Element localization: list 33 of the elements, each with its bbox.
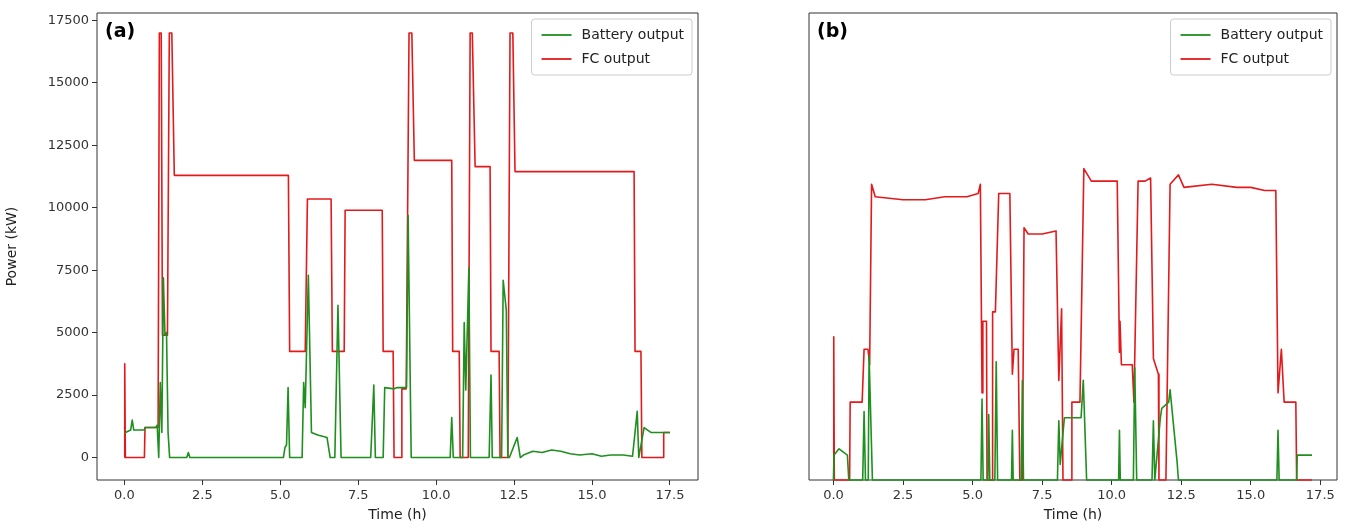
x-tick-label: 7.5 — [347, 487, 369, 503]
x-tick-label: 17.5 — [655, 487, 685, 503]
x-tick-label: 12.5 — [499, 487, 529, 503]
chart-title: (a) — [105, 19, 136, 42]
legend-label: FC output — [1220, 49, 1290, 66]
chart-title: (b) — [817, 19, 848, 42]
y-axis-title: Power (kW) — [3, 206, 20, 287]
y-tick-label: 10000 — [47, 199, 89, 215]
x-tick-label: 17.5 — [1305, 487, 1335, 503]
x-axis-title: Time (h) — [367, 506, 427, 523]
x-tick-label: 7.5 — [1031, 487, 1053, 503]
x-tick-label: 10.0 — [1097, 487, 1127, 503]
legend-label: FC output — [581, 49, 651, 66]
x-axis-title: Time (h) — [1042, 506, 1103, 523]
y-tick-label: 7500 — [55, 261, 89, 277]
x-tick-label: 2.5 — [192, 487, 213, 503]
y-tick-label: 15000 — [47, 74, 89, 90]
x-tick-label: 15.0 — [1236, 487, 1266, 503]
x-tick-label: 10.0 — [421, 487, 451, 503]
x-tick-label: 12.5 — [1166, 487, 1196, 503]
x-tick-label: 5.0 — [962, 487, 983, 503]
y-tick-label: 5000 — [55, 324, 89, 340]
legend-label: Battery output — [1220, 25, 1324, 42]
y-tick-label: 17500 — [47, 11, 89, 27]
x-tick-label: 0.0 — [823, 487, 844, 503]
y-tick-label: 2500 — [55, 386, 89, 402]
y-tick-label: 0 — [80, 448, 89, 464]
x-tick-label: 15.0 — [577, 487, 607, 503]
y-tick-label: 12500 — [47, 136, 89, 152]
legend-label: Battery output — [581, 25, 685, 42]
x-tick-label: 0.0 — [114, 487, 135, 503]
x-tick-label: 5.0 — [269, 487, 291, 503]
x-tick-label: 2.5 — [892, 487, 914, 503]
